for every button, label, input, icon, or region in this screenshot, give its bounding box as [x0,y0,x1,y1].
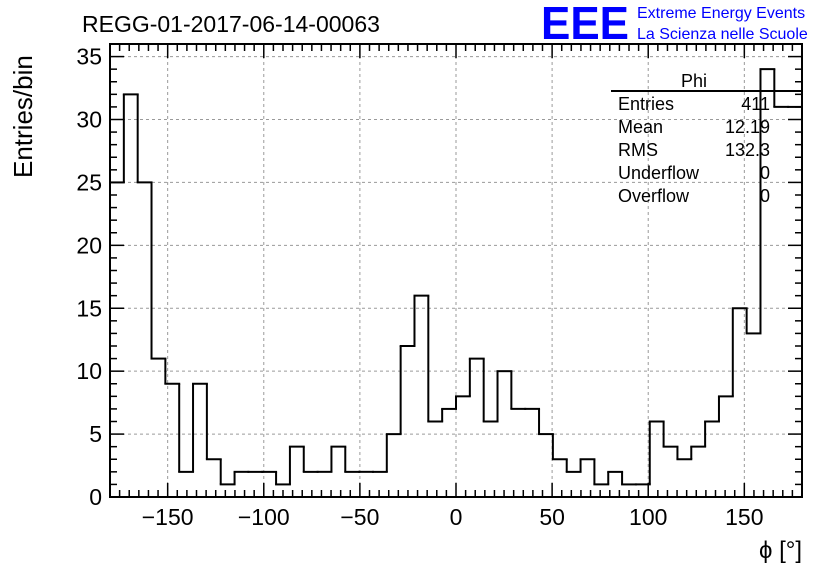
stats-box: Phi Entries 411 Mean 12.19 RMS 132.3 Und… [611,71,802,206]
y-tick-label: 30 [76,107,102,133]
y-tick-label: 20 [76,232,102,258]
histogram-bins [109,68,803,497]
x-tick-label: 0 [450,504,463,530]
x-tick-label: −100 [238,504,290,530]
y-tick-label: 25 [76,169,102,195]
axis-ticks [110,43,802,497]
x-tick-label: −150 [142,504,194,530]
stats-label-entries: Entries [618,94,674,114]
x-tick-label: 100 [629,504,667,530]
y-tick-label: 10 [76,358,102,384]
grid-lines [110,44,802,497]
y-tick-label: 35 [76,44,102,70]
logo-line2: La Scienza nelle Scuole [637,26,808,43]
x-axis-label: ϕ [°] [759,537,802,564]
stats-value-overflow: 0 [760,186,770,206]
stats-label-underflow: Underflow [618,163,700,183]
x-tick-label: −50 [340,504,379,530]
x-tick-labels: −150 −100 −50 0 50 100 150 [142,504,764,530]
stats-box-name: Phi [681,71,707,91]
logo-eee: EEE [541,0,629,49]
logo-line1: Extreme Energy Events [637,5,805,22]
y-tick-label: 0 [89,484,102,510]
y-axis-label: Entries/bin [8,55,38,178]
y-tick-labels: 0 5 10 15 20 25 30 35 [76,44,102,510]
y-tick-label: 5 [89,421,102,447]
stats-value-mean: 12.19 [725,117,770,137]
x-tick-label: 50 [539,504,565,530]
stats-value-entries: 411 [741,94,770,114]
chart-title: REGG-01-2017-06-14-00063 [82,11,380,37]
stats-value-rms: 132.3 [725,140,770,160]
x-tick-label: 150 [725,504,763,530]
stats-label-rms: RMS [618,140,658,160]
stats-value-underflow: 0 [760,163,770,183]
stats-label-overflow: Overflow [618,186,690,206]
stats-label-mean: Mean [618,117,663,137]
y-tick-label: 15 [76,295,102,321]
